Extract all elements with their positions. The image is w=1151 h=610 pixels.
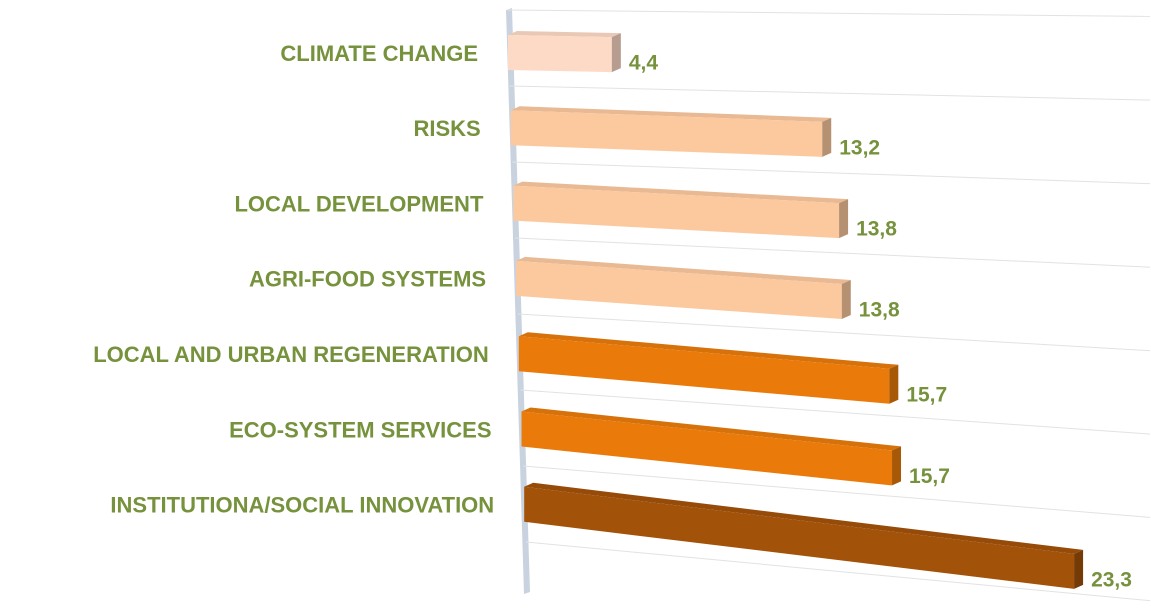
separator	[520, 389, 1151, 435]
separator	[525, 541, 1151, 602]
bar-top	[518, 332, 899, 369]
value-label: 13,2	[839, 136, 880, 159]
bar-top	[510, 106, 832, 122]
bar-side	[892, 446, 902, 486]
bar-side	[889, 364, 899, 404]
y-tick-label: AGRI-FOOD SYSTEMS	[249, 267, 486, 292]
value-label: 13,8	[859, 299, 900, 322]
bar	[513, 185, 840, 239]
value-label: 13,8	[856, 218, 897, 241]
bar-top	[521, 407, 902, 451]
bar-top	[513, 181, 849, 204]
bar-top	[516, 256, 851, 285]
value-label: 23,3	[1091, 568, 1132, 591]
y-tick-label: RISKS	[413, 116, 480, 141]
bar	[516, 260, 842, 320]
bar-side	[611, 33, 621, 73]
value-label: 15,7	[909, 465, 950, 488]
separator	[517, 313, 1151, 352]
y-tick-label: LOCAL DEVELOPMENT	[234, 191, 484, 216]
bar-side	[841, 280, 851, 320]
separator	[523, 465, 1151, 518]
left-wall	[506, 8, 530, 594]
bar-top	[508, 31, 621, 38]
bar-side	[839, 199, 849, 239]
y-tick-label: ECO-SYSTEM SERVICES	[229, 417, 491, 442]
separator	[515, 237, 1151, 268]
bar	[510, 110, 823, 157]
separator	[506, 9, 1151, 17]
bar	[521, 411, 893, 486]
bar-side	[822, 117, 832, 157]
y-tick-label: INSTITUTIONA/SOCIAL INNOVATION	[110, 493, 494, 518]
value-label: 4,4	[629, 52, 659, 75]
separator	[509, 85, 1151, 101]
bar	[518, 336, 890, 404]
y-tick-label: CLIMATE CHANGE	[280, 41, 478, 66]
value-label: 15,7	[906, 383, 947, 406]
bar	[508, 35, 612, 73]
y-tick-label: LOCAL AND URBAN REGENERATION	[93, 342, 489, 367]
bar	[524, 486, 1075, 589]
bar-side	[1074, 549, 1084, 589]
bar-top	[524, 482, 1084, 554]
separator	[512, 161, 1151, 185]
